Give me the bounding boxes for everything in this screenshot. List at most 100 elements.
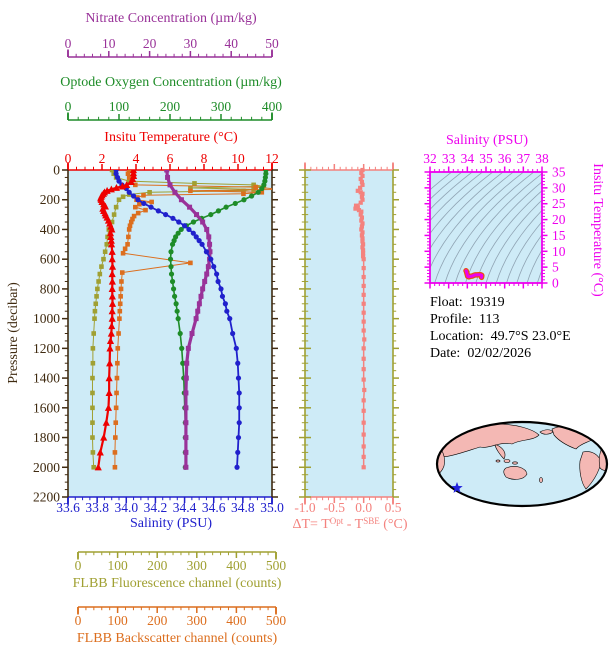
svg-text:30: 30	[184, 36, 198, 51]
svg-text:35.0: 35.0	[260, 500, 284, 515]
oxygen-axis-title: Optode Oxygen Concentration (µm/kg)	[60, 75, 282, 90]
float-value: 19319	[469, 295, 505, 310]
svg-text:35: 35	[479, 151, 493, 166]
svg-text:200: 200	[147, 558, 168, 573]
svg-text:500: 500	[266, 613, 287, 628]
svg-text:-0.5: -0.5	[324, 500, 346, 515]
svg-text:600: 600	[40, 252, 61, 267]
float-label: Float:	[430, 295, 463, 310]
top-scalar-axes: 0 10 20 30 40 50 0 100 200 300 400	[65, 36, 283, 121]
svg-text:2000: 2000	[33, 460, 60, 475]
float-id-row: Float: 19319	[430, 294, 571, 311]
svg-text:4: 4	[133, 151, 140, 166]
svg-text:0: 0	[65, 36, 72, 51]
svg-text:0: 0	[75, 613, 82, 628]
svg-text:10: 10	[552, 244, 566, 259]
svg-text:300: 300	[211, 99, 232, 114]
svg-text:32: 32	[423, 151, 437, 166]
svg-text:5: 5	[552, 260, 559, 275]
svg-text:1400: 1400	[33, 371, 60, 386]
delta-t-axis-title: ΔT= TOpt - TSBE (°C)	[293, 516, 408, 533]
svg-text:300: 300	[187, 613, 208, 628]
main-profile-plot: 0 2 4 6 8 10 12 33.6 33.8 34.0 34.2 34.4 34.6 34.8 35.…	[33, 151, 284, 515]
svg-text:1800: 1800	[33, 430, 60, 445]
svg-text:33.6: 33.6	[56, 500, 80, 515]
svg-text:34.6: 34.6	[202, 500, 226, 515]
svg-text:2200: 2200	[33, 490, 60, 505]
svg-text:33.8: 33.8	[85, 500, 109, 515]
date-label: Date:	[430, 346, 461, 361]
svg-text:0: 0	[53, 163, 60, 178]
svg-text:40: 40	[224, 36, 238, 51]
delta-t-title-part1: ΔT= T	[292, 517, 330, 532]
svg-text:15: 15	[552, 228, 566, 243]
svg-text:400: 400	[226, 558, 247, 573]
svg-text:400: 400	[226, 613, 247, 628]
svg-text:0.0: 0.0	[355, 500, 372, 515]
svg-text:50: 50	[265, 36, 279, 51]
svg-text:0: 0	[552, 276, 559, 291]
delta-t-title-sup2: SBE	[363, 516, 380, 526]
svg-text:34.4: 34.4	[173, 500, 197, 515]
delta-t-plot: -1.0 -0.5 0.0 0.5	[294, 162, 402, 515]
flbb-axes: 0 100 200 300 400 500 0 100 200 300 400 500	[75, 551, 287, 628]
svg-text:8: 8	[201, 151, 208, 166]
profile-value: 113	[479, 312, 500, 327]
svg-text:1000: 1000	[33, 311, 60, 326]
svg-text:0: 0	[75, 558, 82, 573]
svg-text:0.5: 0.5	[385, 500, 402, 515]
svg-text:30: 30	[552, 180, 566, 195]
svg-text:37: 37	[517, 151, 531, 166]
svg-text:2: 2	[99, 151, 106, 166]
svg-text:300: 300	[187, 558, 208, 573]
location-label: Location:	[430, 329, 484, 344]
svg-text:34: 34	[461, 151, 475, 166]
svg-text:0: 0	[65, 151, 72, 166]
svg-text:400: 400	[262, 99, 283, 114]
svg-text:20: 20	[552, 212, 566, 227]
world-map	[435, 420, 609, 508]
backscatter-axis-title: FLBB Backscatter channel (counts)	[76, 631, 278, 646]
svg-text:200: 200	[147, 613, 168, 628]
svg-text:33: 33	[442, 151, 456, 166]
location-row: Location: 49.7°S 23.0°E	[430, 328, 571, 345]
svg-text:0: 0	[65, 99, 72, 114]
location-value: 49.7°S 23.0°E	[490, 329, 571, 344]
svg-text:34.2: 34.2	[144, 500, 168, 515]
svg-text:200: 200	[40, 192, 61, 207]
date-value: 02/02/2026	[467, 346, 532, 361]
svg-text:25: 25	[552, 196, 566, 211]
delta-t-title-sup1: Opt	[329, 516, 344, 526]
svg-text:10: 10	[102, 36, 116, 51]
svg-text:35: 35	[552, 165, 566, 180]
delta-t-title-part2: - T	[343, 517, 364, 532]
svg-text:36: 36	[498, 151, 512, 166]
svg-text:1600: 1600	[33, 400, 60, 415]
svg-text:34.0: 34.0	[114, 500, 138, 515]
svg-text:-1.0: -1.0	[294, 500, 316, 515]
nitrate-axis-title: Nitrate Concentration (µm/kg)	[85, 11, 257, 26]
ts-salinity-axis-title: Salinity (PSU)	[445, 133, 529, 148]
svg-text:38: 38	[535, 151, 549, 166]
svg-text:500: 500	[266, 558, 287, 573]
date-row: Date: 02/02/2026	[430, 345, 571, 362]
salinity-axis-title: Salinity (PSU)	[129, 516, 213, 531]
delta-t-title-part3: (°C)	[379, 517, 408, 532]
svg-text:20: 20	[143, 36, 157, 51]
profile-row: Profile: 113	[430, 311, 571, 328]
svg-text:100: 100	[107, 613, 128, 628]
fluorescence-axis-title: FLBB Fluorescence channel (counts)	[72, 576, 282, 591]
float-info-block: Float: 19319 Profile: 113 Location: 49.7°S …	[430, 294, 571, 362]
svg-text:1200: 1200	[33, 341, 60, 356]
svg-text:6: 6	[167, 151, 174, 166]
svg-text:12: 12	[265, 151, 279, 166]
svg-text:200: 200	[160, 99, 181, 114]
svg-text:100: 100	[109, 99, 130, 114]
svg-text:10: 10	[231, 151, 245, 166]
profile-label: Profile:	[430, 312, 472, 327]
svg-text:800: 800	[40, 281, 61, 296]
temperature-axis-title: Insitu Temperature (°C)	[104, 130, 238, 145]
